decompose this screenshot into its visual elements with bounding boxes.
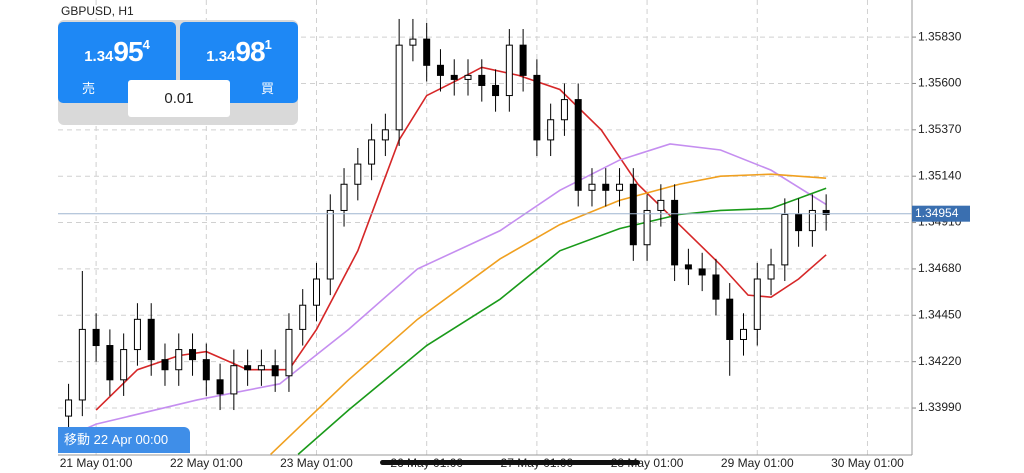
candle-body [767, 264, 775, 280]
candle-body [671, 199, 679, 266]
candle-body [616, 183, 624, 191]
candle-body [175, 349, 183, 371]
candle-body [781, 213, 789, 266]
y-tick-label: 1.34450 [918, 307, 962, 321]
y-tick-label: 1.34220 [918, 354, 962, 368]
moving-average-line [95, 66, 827, 411]
x-tick-label: 28 May 01:00 [611, 456, 684, 470]
candle-body [519, 44, 527, 76]
price-main: 1.34 [84, 48, 114, 65]
candle-body [147, 318, 155, 361]
current-price-box [912, 205, 970, 222]
candle-body [92, 328, 100, 347]
candle-body [698, 268, 706, 276]
candle-body [450, 74, 458, 80]
moving-average-line [59, 143, 827, 442]
candle-body [326, 209, 334, 280]
candle-body [106, 345, 114, 381]
price-main: 1.34 [206, 48, 236, 65]
candle-body [588, 183, 596, 191]
candle-body [271, 365, 279, 377]
candle-body [505, 44, 513, 97]
candle-body [395, 44, 403, 131]
price-big: 95 [113, 36, 143, 67]
candle-body [533, 74, 541, 141]
y-tick-label: 1.35140 [918, 168, 962, 182]
candle-body [436, 64, 444, 76]
candle-body [299, 304, 307, 330]
candle-body [202, 359, 210, 381]
x-tick-label: 22 May 01:00 [170, 456, 243, 470]
sell-label: 売 [82, 81, 96, 96]
scroll-indicator [380, 460, 640, 465]
buy-price: 1.34981 [180, 36, 298, 68]
candle-body [478, 74, 486, 86]
x-tick-label: 23 May 01:00 [280, 456, 353, 470]
price-sup: 1 [264, 37, 272, 52]
candle-body [257, 365, 265, 371]
candle-body [120, 349, 128, 381]
moving-average-line [270, 173, 827, 455]
candle-body [368, 139, 376, 165]
y-tick-label: 1.35600 [918, 76, 962, 90]
symbol-label: GBPUSD, H1 [61, 4, 134, 18]
price-big: 98 [235, 36, 265, 67]
y-tick-label: 1.35370 [918, 122, 962, 136]
candle-body [726, 298, 734, 340]
candle-body [657, 199, 665, 211]
candle-body [712, 274, 720, 300]
moving-average-line [297, 187, 827, 455]
candle-body [423, 38, 431, 66]
scroll-to-button[interactable]: 移動 22 Apr 00:00 [58, 427, 190, 453]
sell-price: 1.34954 [58, 36, 176, 68]
candle-body [381, 129, 389, 141]
x-tick-label: 21 May 01:00 [60, 456, 133, 470]
candle-body [464, 74, 472, 80]
candle-body [684, 264, 692, 270]
candle-body [230, 365, 238, 395]
candle-body [244, 365, 252, 371]
x-tick-label: 29 May 01:00 [721, 456, 794, 470]
candle-body [822, 209, 830, 215]
candle-body [808, 209, 816, 232]
candle-body [189, 349, 197, 361]
lot-input[interactable]: 0.01 [128, 80, 230, 117]
price-sup: 4 [142, 37, 150, 52]
candle-body [574, 99, 582, 191]
candle-body [629, 183, 637, 246]
buy-label: 買 [260, 81, 274, 96]
y-tick-label: 1.33990 [918, 400, 962, 414]
candle-body [643, 209, 651, 246]
candle-body [78, 328, 86, 401]
candle-body [795, 213, 803, 232]
candle-body [492, 84, 500, 97]
trade-panel: 1.34954 売 1.34981 買 0.01 [58, 20, 298, 125]
y-tick-label: 1.35830 [918, 29, 962, 43]
candle-body [409, 38, 417, 46]
candle-body [133, 318, 141, 351]
candle-body [753, 278, 761, 330]
candle-body [285, 328, 293, 377]
candle-body [739, 328, 747, 340]
candle-body [340, 183, 348, 211]
candle-body [602, 183, 610, 191]
y-tick-label: 1.34680 [918, 261, 962, 275]
candle-body [161, 359, 169, 371]
current-price-label: 1.34954 [915, 206, 959, 220]
candle-body [560, 99, 568, 121]
candle-body [216, 379, 224, 395]
candle-body [547, 119, 555, 141]
candle-body [354, 163, 362, 185]
x-tick-label: 30 May 01:00 [831, 456, 904, 470]
candle-body [312, 278, 320, 306]
candle-body [65, 399, 73, 417]
